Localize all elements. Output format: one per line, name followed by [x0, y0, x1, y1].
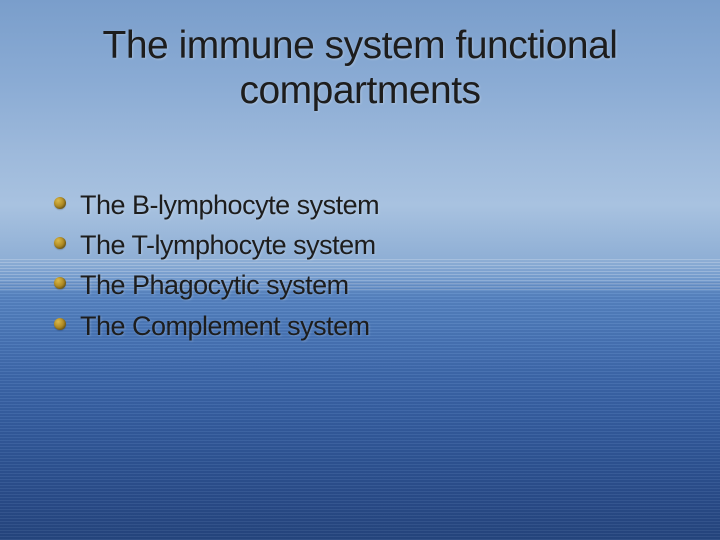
list-item-label: The Complement system	[80, 307, 370, 345]
bullet-list: The B-lymphocyte system The T-lymphocyte…	[50, 186, 670, 345]
list-item: The Complement system	[54, 307, 670, 345]
list-item: The Phagocytic system	[54, 266, 670, 304]
list-item-label: The T-lymphocyte system	[80, 226, 376, 264]
slide-container: The immune system functional compartment…	[0, 0, 720, 540]
bullet-icon	[54, 237, 66, 249]
bullet-icon	[54, 277, 66, 289]
slide-title: The immune system functional compartment…	[50, 24, 670, 114]
list-item: The B-lymphocyte system	[54, 186, 670, 224]
list-item-label: The Phagocytic system	[80, 266, 349, 304]
title-line-1: The immune system functional	[103, 24, 618, 67]
bullet-icon	[54, 318, 66, 330]
list-item: The T-lymphocyte system	[54, 226, 670, 264]
list-item-label: The B-lymphocyte system	[80, 186, 379, 224]
title-line-2: compartments	[239, 69, 480, 112]
bullet-icon	[54, 197, 66, 209]
